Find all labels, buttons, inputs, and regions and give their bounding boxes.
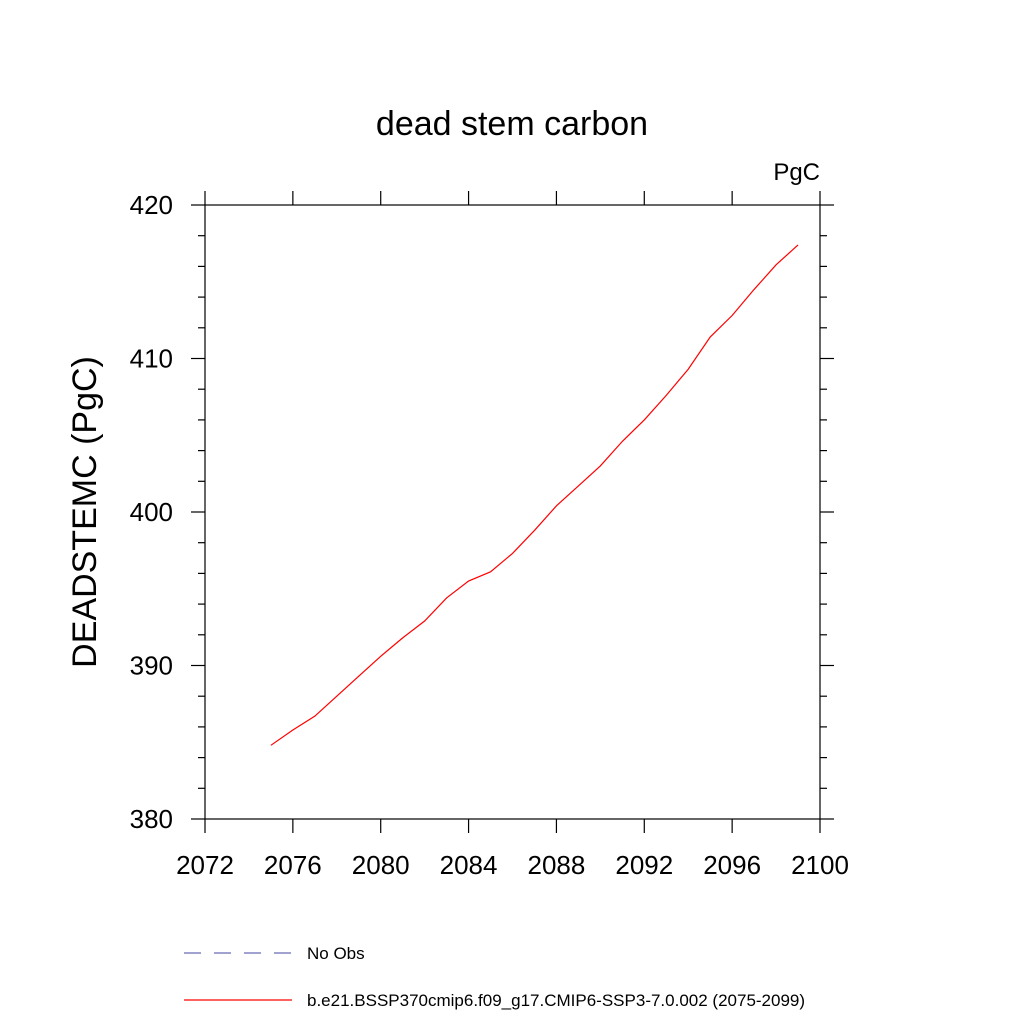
axis-ticks: 2072 2076 2080 2084 2088 2092 2096 2100 380 390 40… [130, 190, 849, 880]
legend: No Obs b.e21.BSSP370cmip6.f09_g17.CMIP6-S… [184, 944, 805, 1010]
x-tick-label: 2100 [791, 850, 849, 880]
y-tick-label: 410 [130, 344, 173, 374]
x-tick-label: 2076 [264, 850, 322, 880]
x-tick-label: 2084 [440, 850, 498, 880]
series-line-1 [270, 244, 799, 746]
x-tick-label: 2080 [352, 850, 410, 880]
series-group [270, 244, 799, 746]
y-tick-label: 420 [130, 190, 173, 220]
y-tick-label: 400 [130, 497, 173, 527]
y-tick-label: 380 [130, 804, 173, 834]
x-tick-label: 2092 [615, 850, 673, 880]
legend-label: No Obs [307, 944, 365, 963]
y-tick-label: 390 [130, 651, 173, 681]
x-tick-label: 2072 [176, 850, 234, 880]
legend-label: b.e21.BSSP370cmip6.f09_g17.CMIP6-SSP3-7.… [307, 991, 805, 1010]
x-tick-label: 2096 [703, 850, 761, 880]
x-tick-label: 2088 [528, 850, 586, 880]
chart-title: dead stem carbon [376, 105, 648, 143]
units-label: PgC [773, 159, 820, 186]
y-axis-label: DEADSTEMC (PgC) [66, 356, 104, 668]
